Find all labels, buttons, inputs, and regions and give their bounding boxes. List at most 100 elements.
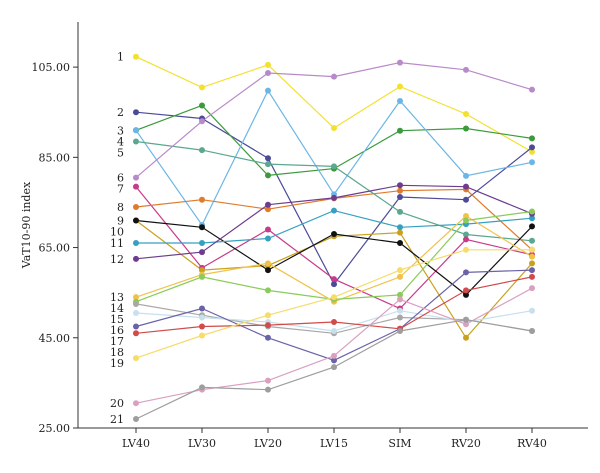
data-point-14-sim [397, 291, 403, 298]
data-point-20-lv15 [331, 352, 337, 359]
series-label-1: 1 [117, 51, 124, 64]
series-label-2: 2 [117, 106, 124, 119]
data-point-8-lv20 [265, 206, 271, 213]
data-point-19-lv20 [265, 312, 271, 319]
series-line-6 [135, 61, 533, 179]
data-point-2-lv15 [331, 281, 337, 288]
data-point-20-lv20 [265, 377, 271, 384]
data-point-2-lv20 [265, 155, 271, 162]
data-point-20-rv40 [529, 285, 535, 292]
axes: 25.00 45.00 65.00 85.00 105.00 LV40 LV30 LV20 LV… [32, 22, 588, 450]
data-point-3-sim [397, 127, 403, 134]
x-tick-label: LV30 [188, 437, 216, 450]
series-line-5 [135, 140, 533, 242]
data-point-17-lv40 [133, 323, 139, 330]
data-point-19-lv40 [133, 355, 139, 362]
series-label-15: 15 [110, 313, 124, 326]
data-point-8-lv30 [199, 196, 205, 203]
data-point-14-rv40 [529, 208, 535, 215]
data-point-1-rv20 [463, 111, 469, 118]
data-point-21-lv20 [265, 386, 271, 393]
series-label-21: 21 [110, 413, 124, 426]
series-label-10: 10 [110, 225, 124, 238]
series-label-8: 8 [117, 201, 124, 214]
data-point-9-rv40 [529, 260, 535, 267]
data-point-1-lv30 [199, 84, 205, 91]
data-point-16-lv30 [199, 314, 205, 321]
data-point-11-lv40 [133, 240, 139, 247]
data-point-8-sim [397, 187, 403, 194]
data-point-13-rv20 [463, 212, 469, 219]
series-label-11: 11 [110, 237, 124, 250]
series-label-14: 14 [110, 302, 124, 315]
series-label-3: 3 [117, 124, 124, 137]
data-point-4-lv40 [133, 127, 139, 134]
data-point-12-lv40 [133, 255, 139, 262]
series-label-17: 17 [110, 335, 124, 348]
series-label-19: 19 [110, 357, 124, 370]
data-point-5-lv40 [133, 138, 139, 145]
data-point-17-rv40 [529, 267, 535, 274]
data-point-5-sim [397, 208, 403, 215]
series-line-20 [135, 287, 533, 404]
data-point-13-lv40 [133, 294, 139, 301]
data-point-4-sim [397, 97, 403, 104]
data-point-19-rv20 [463, 246, 469, 253]
data-point-2-rv40 [529, 144, 535, 151]
data-point-10-lv30 [199, 224, 205, 231]
series-label-7: 7 [117, 183, 124, 196]
data-point-9-rv20 [463, 334, 469, 341]
data-point-13-lv20 [265, 260, 271, 267]
x-tick-label: RV20 [451, 437, 481, 450]
data-point-5-lv15 [331, 163, 337, 170]
data-point-21-sim [397, 328, 403, 335]
y-tick-label: 45.00 [39, 332, 71, 345]
data-point-4-rv20 [463, 172, 469, 179]
x-tick-label: RV40 [517, 437, 547, 450]
series-label-13: 13 [110, 291, 124, 304]
data-point-6-lv40 [133, 174, 139, 181]
data-point-5-lv30 [199, 147, 205, 154]
x-tick-label: LV20 [254, 437, 282, 450]
x-tick-label: LV15 [320, 437, 348, 450]
data-point-1-lv40 [133, 53, 139, 60]
data-point-3-lv20 [265, 172, 271, 179]
data-point-9-sim [397, 229, 403, 236]
data-point-17-lv15 [331, 357, 337, 364]
data-point-11-lv20 [265, 235, 271, 242]
data-point-21-lv30 [199, 384, 205, 391]
series-points [133, 53, 535, 422]
data-point-5-rv40 [529, 237, 535, 244]
data-point-18-lv40 [133, 330, 139, 337]
data-point-12-lv20 [265, 201, 271, 208]
data-point-21-rv20 [463, 316, 469, 323]
data-point-9-lv30 [199, 267, 205, 274]
series-label-5: 5 [117, 146, 124, 159]
data-point-6-lv30 [199, 118, 205, 125]
data-point-21-lv15 [331, 364, 337, 371]
data-point-20-sim [397, 296, 403, 303]
data-point-12-sim [397, 182, 403, 189]
series-label-4: 4 [117, 135, 124, 148]
data-point-10-lv20 [265, 267, 271, 274]
data-point-5-lv20 [265, 161, 271, 168]
data-point-19-lv30 [199, 332, 205, 339]
data-point-12-lv30 [199, 249, 205, 256]
data-point-18-lv30 [199, 323, 205, 330]
data-point-2-sim [397, 194, 403, 201]
data-point-6-rv40 [529, 86, 535, 93]
series-line-1 [135, 56, 533, 153]
data-point-11-lv15 [331, 207, 337, 214]
series-line-4 [135, 89, 533, 227]
y-axis-title: VaT10-90 index [20, 181, 33, 269]
data-point-13-sim [397, 273, 403, 280]
data-point-13-rv40 [529, 253, 535, 260]
data-point-2-lv40 [133, 109, 139, 116]
data-point-19-sim [397, 267, 403, 274]
data-point-6-rv20 [463, 66, 469, 73]
data-point-4-lv20 [265, 87, 271, 94]
y-tick-label: 105.00 [32, 61, 71, 74]
data-point-19-rv40 [529, 246, 535, 253]
